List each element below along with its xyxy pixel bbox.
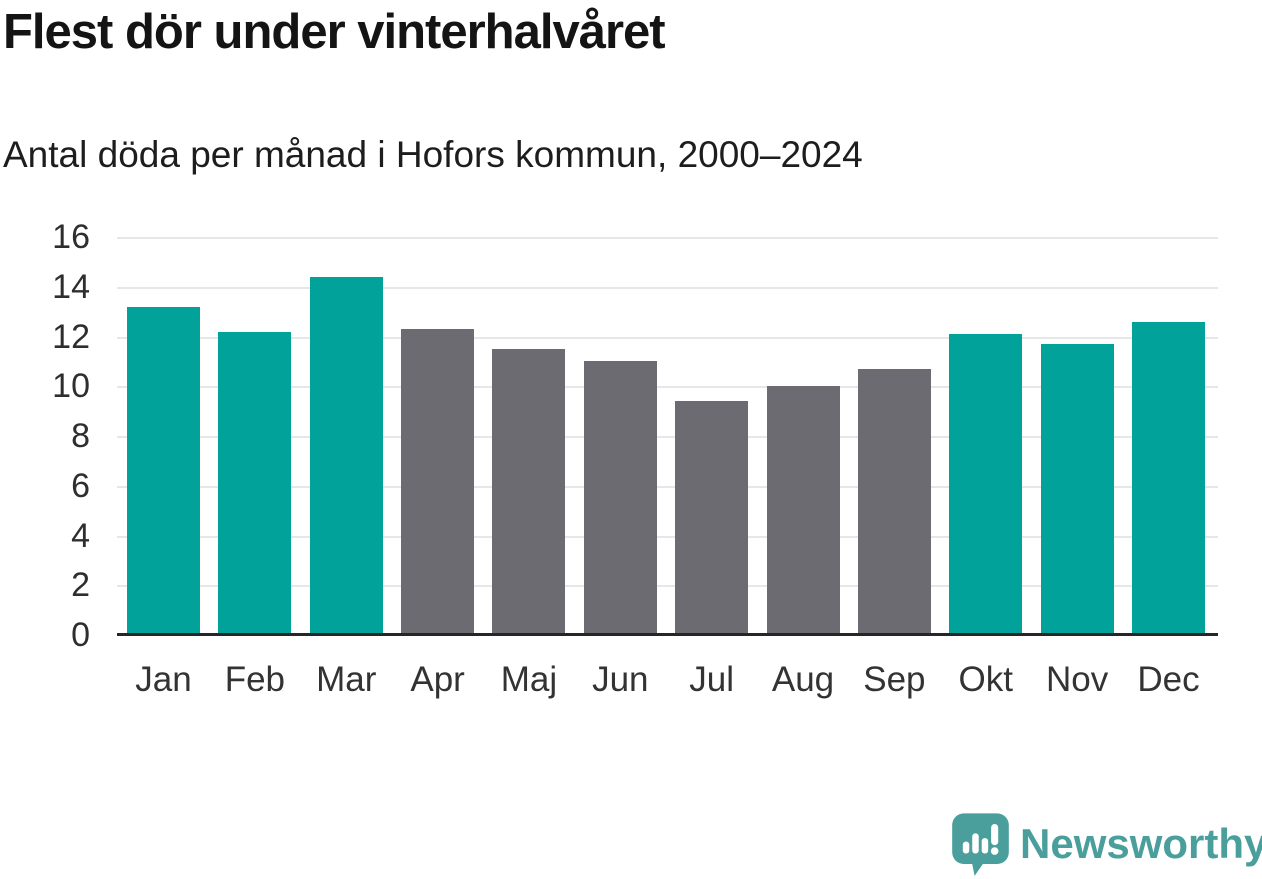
gridline-4 (117, 535, 1218, 538)
y-tick-label-2: 2 (71, 566, 90, 605)
bar-maj (492, 348, 566, 635)
newsworthy-bubble-icon (952, 813, 1009, 876)
logo-exclamation-stem (991, 823, 999, 846)
gridline-8 (117, 436, 1218, 438)
x-label-aug: Aug (771, 660, 835, 699)
bar-sep (857, 368, 931, 635)
bar-nov (1040, 343, 1114, 635)
newsworthy-logo: Newsworthy (951, 812, 1262, 876)
chart-subtitle: Antal döda per månad i Hofors kommun, 20… (3, 134, 863, 175)
gridline-2 (117, 585, 1218, 588)
y-tick-label-0: 0 (71, 616, 90, 654)
gridline-16 (117, 237, 1218, 239)
bar-jan (127, 306, 200, 635)
x-label-mar: Mar (316, 660, 377, 699)
logo-exclamation-dot (990, 847, 999, 855)
x-label-okt: Okt (958, 660, 1013, 699)
plot-area (117, 237, 1218, 635)
bar-aug (766, 386, 840, 635)
x-label-jul: Jul (689, 660, 735, 699)
y-tick-label-8: 8 (71, 417, 90, 455)
y-tick-label-14: 14 (52, 267, 90, 306)
bar-dec (1131, 321, 1205, 635)
gridline-14 (117, 286, 1218, 289)
gridline-10 (117, 386, 1218, 389)
bar-jul (675, 401, 749, 635)
x-label-sep: Sep (863, 660, 926, 699)
y-tick-label-16: 16 (52, 218, 90, 256)
x-label-maj: Maj (500, 660, 558, 699)
logo-bar-tall (972, 833, 979, 854)
newsworthy-logo-text: Newsworthy (1020, 820, 1262, 867)
x-label-apr: Apr (410, 660, 465, 699)
chart-title: Flest dör under vinterhalvåret (3, 5, 666, 59)
y-tick-label-6: 6 (71, 466, 90, 505)
bar-mar (309, 276, 383, 635)
x-label-feb: Feb (224, 660, 286, 699)
x-label-dec: Dec (1137, 660, 1200, 699)
bar-jun (583, 361, 657, 635)
y-tick-label-4: 4 (71, 516, 90, 555)
x-axis-line (117, 633, 1218, 636)
gridline-6 (117, 485, 1218, 488)
y-tick-label-10: 10 (52, 367, 90, 406)
bar-okt (949, 334, 1023, 635)
y-tick-label-12: 12 (52, 317, 90, 356)
bar-feb (218, 331, 292, 635)
x-label-jun: Jun (592, 660, 649, 699)
gridline-12 (117, 336, 1218, 339)
x-label-jan: Jan (135, 660, 192, 699)
logo-bar-small (962, 841, 970, 854)
x-label-nov: Nov (1045, 660, 1109, 699)
bar-apr (401, 329, 475, 635)
logo-bar-medium (981, 838, 989, 854)
